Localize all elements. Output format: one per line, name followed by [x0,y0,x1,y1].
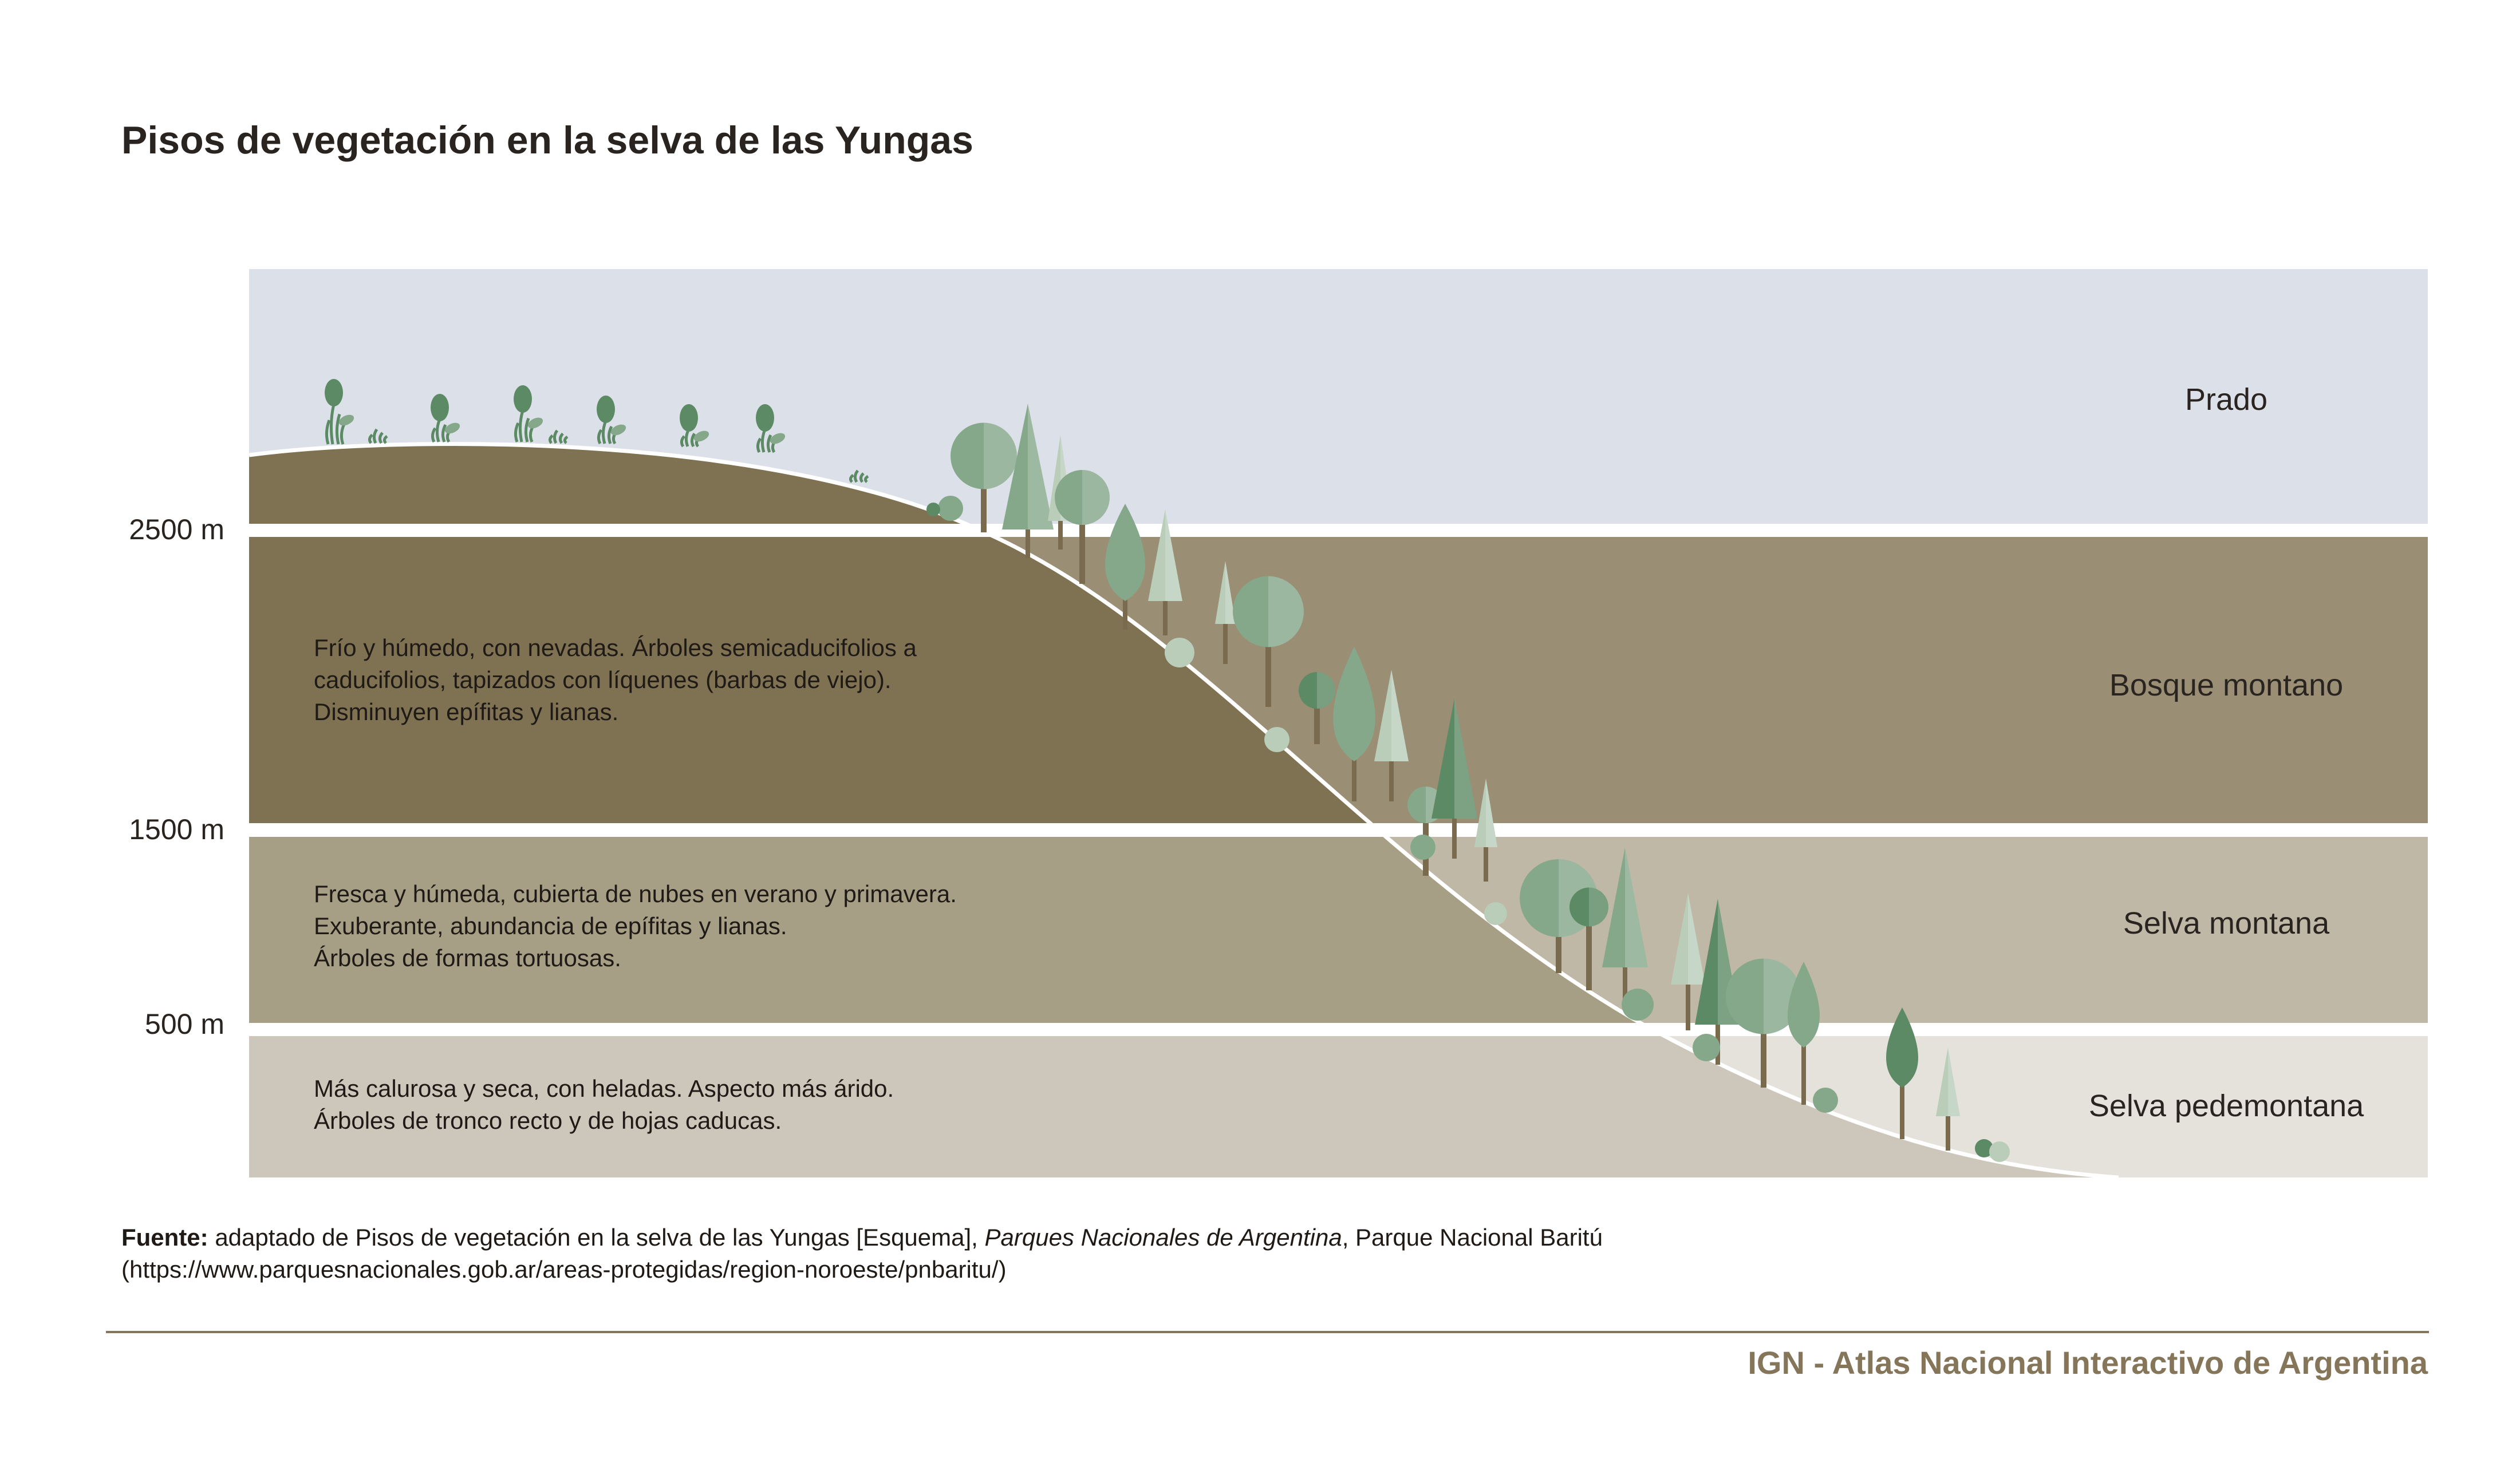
bush-icon [1264,727,1289,752]
mountain-prado [249,444,966,524]
pine-tree-icon [1002,404,1054,558]
round-tree-icon [1233,576,1304,707]
drop-tree-icon [1105,504,1145,630]
grass-sprout-icon [680,404,709,448]
pine-tree-icon [1602,847,1648,1007]
round-tree-icon [1569,887,1608,990]
grass-sprout-icon [597,396,626,445]
bush-icon [938,496,963,521]
drop-tree-icon [1333,647,1375,801]
bush-icon [1975,1139,1993,1157]
zone-name-selva-pedemontana: Selva pedemontana [2089,1089,2364,1123]
round-tree-icon [951,422,1017,532]
source-citation: Fuente: adaptado de Pisos de vegetación … [121,1224,1603,1251]
grass-sprout-icon [756,404,786,453]
grass-sprout-icon [431,394,460,443]
prado-grasses [325,379,869,483]
bush-icon [1484,902,1507,925]
altitude-label-500: 500 m [145,1008,224,1040]
bush-icon [1813,1088,1838,1113]
altitude-label-1500: 1500 m [129,813,224,845]
pine-tree-icon [1148,509,1182,635]
mountain-selva-pedemontana [249,1036,2119,1177]
source-label: Fuente: [121,1224,208,1251]
source-italic: Parques Nacionales de Argentina [985,1224,1342,1251]
footer-credit: IGN - Atlas Nacional Interactivo de Arge… [1748,1345,2428,1381]
zone-desc-bosque-montano-line-2: caducifolios, tapizados con líquenes (ba… [314,666,892,693]
source-text-after: , Parque Nacional Baritú [1342,1224,1603,1251]
pine-tree-icon [1474,778,1497,882]
source-text-before: adaptado de Pisos de vegetación en la se… [208,1224,985,1251]
altitude-label-2500: 2500 m [129,513,224,546]
drop-tree-icon [1886,1007,1918,1139]
zone-desc-bosque-montano-line-3: Disminuyen epífitas y lianas. [314,698,618,725]
bush-icon [1165,638,1194,667]
round-tree-icon [1055,470,1110,584]
grass-sprout-icon [514,385,543,442]
source-url: (https://www.parquesnacionales.gob.ar/ar… [121,1256,1007,1283]
zone-desc-selva-montana-line-2: Exuberante, abundancia de epífitas y lia… [314,912,787,939]
grass-sprout-icon [325,379,354,445]
bush-icon [1989,1141,2010,1162]
drop-tree-icon [1788,962,1820,1105]
pine-tree-icon [1431,698,1477,859]
zone-name-selva-montana: Selva montana [2123,906,2330,940]
bush-icon [926,503,940,516]
mountain-bosque-montano [249,537,1370,823]
zone-desc-selva-montana-line-1: Fresca y húmeda, cubierta de nubes en ve… [314,880,957,907]
zone-desc-selva-pedemontana-line-1: Más calurosa y seca, con heladas. Aspect… [314,1075,894,1102]
bush-icon [1622,989,1654,1021]
zone-name-bosque-montano: Bosque montano [2109,668,2343,702]
bush-icon [1693,1034,1720,1061]
slope-trees [926,404,2010,1162]
grass-sprout-icon [368,428,388,444]
pine-tree-icon [1374,670,1409,801]
pine-tree-icon [1671,893,1705,1030]
mountain-outline [249,442,2119,1180]
diagram-title: Pisos de vegetación en la selva de las Y… [121,118,973,162]
round-tree-icon [1299,672,1335,744]
grass-sprout-icon [849,469,869,483]
zone-desc-selva-montana-line-3: Árboles de formas tortuosas. [314,945,621,971]
zone-desc-selva-pedemontana-line-2: Árboles de tronco recto y de hojas caduc… [314,1107,782,1134]
mountain-selva-montana [249,837,1640,1023]
zone-name-prado: Prado [2185,382,2267,417]
grass-sprout-icon [548,429,569,444]
pine-tree-icon [1936,1048,1960,1151]
bush-icon [1410,835,1436,860]
zone-desc-bosque-montano-line-1: Frío y húmedo, con nevadas. Árboles semi… [314,634,917,661]
